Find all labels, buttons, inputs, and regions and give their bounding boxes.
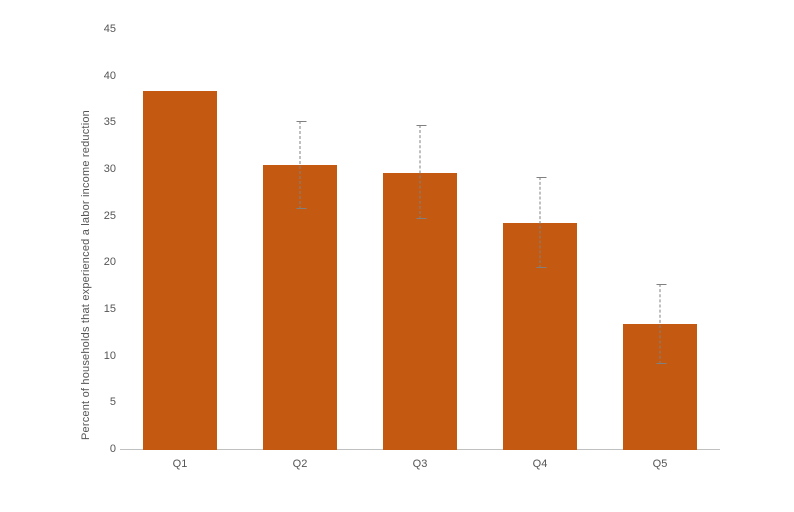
error-bar [660,284,662,364]
y-tick-label: 45 [86,23,116,35]
error-bar [420,125,422,218]
error-cap-bottom [656,363,666,364]
error-cap-top [536,177,546,178]
x-tick-label: Q2 [293,458,308,470]
error-bar [540,177,542,268]
y-tick-label: 25 [86,210,116,222]
y-tick-label: 30 [86,163,116,175]
y-tick-label: 20 [86,256,116,268]
y-axis-label: Percent of households that experienced a… [80,110,92,440]
bar [143,91,217,450]
error-cap-top [656,284,666,285]
x-tick-label: Q1 [173,458,188,470]
plot-area [120,30,720,450]
error-bar [300,121,302,209]
error-cap-bottom [296,208,306,209]
error-cap-bottom [416,218,426,219]
x-tick-label: Q5 [653,458,668,470]
x-tick-label: Q3 [413,458,428,470]
error-cap-top [416,125,426,126]
y-tick-label: 35 [86,116,116,128]
y-tick-label: 40 [86,70,116,82]
y-tick-label: 10 [86,350,116,362]
y-tick-label: 0 [86,443,116,455]
error-cap-bottom [536,267,546,268]
y-tick-label: 15 [86,303,116,315]
x-tick-label: Q4 [533,458,548,470]
y-tick-label: 5 [86,396,116,408]
chart-container: Percent of households that experienced a… [0,0,794,512]
error-cap-top [296,121,306,122]
